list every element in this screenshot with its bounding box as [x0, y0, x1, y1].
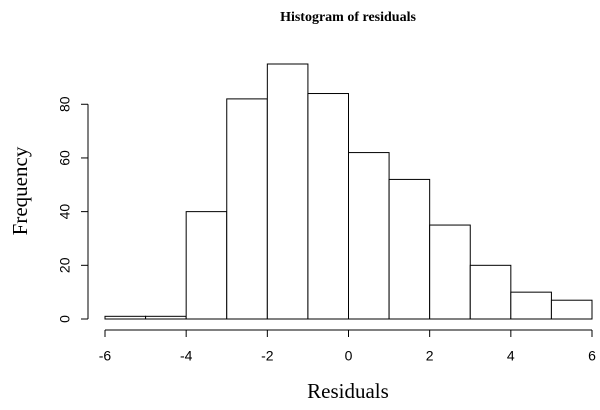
bar — [550, 299, 593, 320]
x-tick-label: -4 — [180, 348, 193, 364]
bar — [185, 211, 228, 320]
x-tick-label: -6 — [99, 348, 112, 364]
bar — [469, 264, 512, 320]
bar — [104, 315, 147, 320]
y-tick-label: 60 — [57, 150, 73, 166]
bar — [510, 291, 552, 320]
x-tick-label: -2 — [261, 348, 274, 364]
bar — [307, 93, 349, 320]
x-tick-label: 6 — [588, 348, 596, 364]
y-tick-label: 80 — [57, 96, 73, 112]
bar — [266, 63, 309, 320]
bar — [145, 315, 187, 320]
x-tick-label: 2 — [426, 348, 434, 364]
bar — [429, 224, 471, 320]
chart-title: Histogram of residuals — [280, 10, 416, 25]
x-axis-label: Residuals — [307, 379, 389, 403]
bar — [388, 178, 431, 320]
x-tick-label: 0 — [345, 348, 353, 364]
bar — [348, 152, 390, 320]
y-tick-label: 20 — [57, 257, 73, 273]
bar — [226, 98, 268, 320]
x-tick-label: 4 — [507, 348, 515, 364]
y-axis-label: Frequency — [8, 146, 32, 235]
y-tick-label: 0 — [57, 315, 73, 323]
y-tick-label: 40 — [57, 204, 73, 220]
